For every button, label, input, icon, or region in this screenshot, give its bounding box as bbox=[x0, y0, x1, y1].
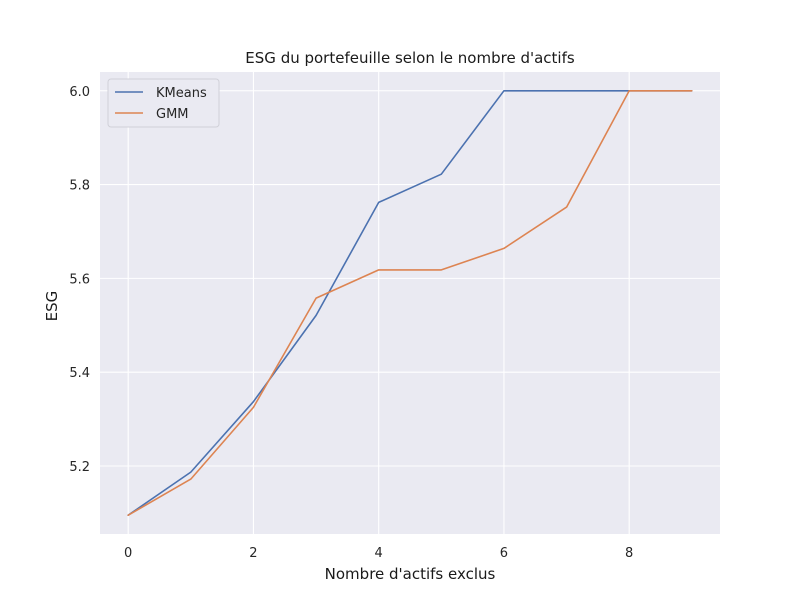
y-tick-label: 5.8 bbox=[69, 179, 90, 194]
x-tick-label: 2 bbox=[249, 546, 257, 561]
x-axis-label: Nombre d'actifs exclus bbox=[325, 565, 496, 583]
y-tick-label: 5.2 bbox=[69, 460, 90, 475]
legend-box bbox=[107, 78, 220, 128]
series-line-kmeans bbox=[127, 90, 693, 517]
legend-label: KMeans bbox=[156, 86, 207, 101]
y-tick-label: 5.6 bbox=[69, 272, 90, 287]
x-tick-label: 8 bbox=[625, 546, 633, 561]
x-axis-ticks: 0 2 4 6 8 bbox=[124, 546, 633, 561]
y-tick-label: 5.4 bbox=[69, 366, 90, 381]
chart-title: ESG du portefeuille selon le nombre d'ac… bbox=[245, 49, 575, 67]
y-axis-label: ESG bbox=[43, 291, 61, 322]
legend: KMeans GMM bbox=[107, 78, 220, 128]
legend-label: GMM bbox=[156, 107, 189, 122]
series-line-gmm bbox=[127, 90, 693, 517]
series-layer bbox=[127, 90, 693, 517]
x-tick-label: 4 bbox=[375, 546, 383, 561]
y-axis-ticks: 5.2 5.4 5.6 5.8 6.0 bbox=[69, 85, 90, 475]
x-tick-label: 0 bbox=[124, 546, 132, 561]
y-tick-label: 6.0 bbox=[69, 85, 90, 100]
plot-area bbox=[100, 72, 720, 534]
x-tick-label: 6 bbox=[500, 546, 508, 561]
